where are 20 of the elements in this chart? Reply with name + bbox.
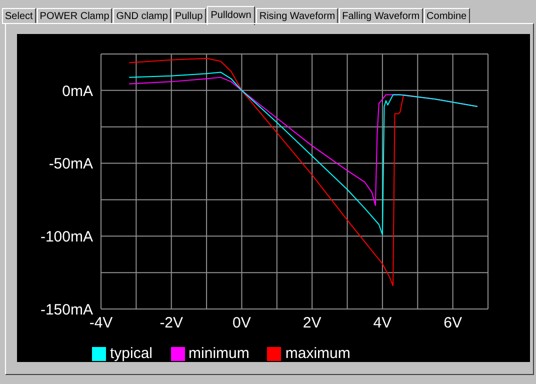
text: GND clamp [113,8,171,24]
text: Pulldown [206,6,256,25]
x-tick-label: 6V [444,314,462,332]
text: Combine [424,8,470,24]
text: Select [2,8,36,24]
legend-label: typical [110,345,153,362]
text: Rising Waveform [256,8,338,24]
x-tick-label: -2V [160,314,184,332]
text: Pullup [172,8,206,24]
legend-label: maximum [285,345,350,362]
text: Falling Waveform [339,8,423,24]
legend-label: minimum [188,345,250,362]
text: POWER Clamp [36,8,112,24]
x-tick-label: 2V [302,314,322,332]
x-tick-label: 4V [373,314,392,332]
x-tick-label: 0V [232,314,251,332]
line-series [128,72,478,236]
y-tick-label: -50mA [48,156,93,173]
y-tick-label: 0mA [62,82,93,100]
y-tick-label: -100mA [40,228,93,246]
